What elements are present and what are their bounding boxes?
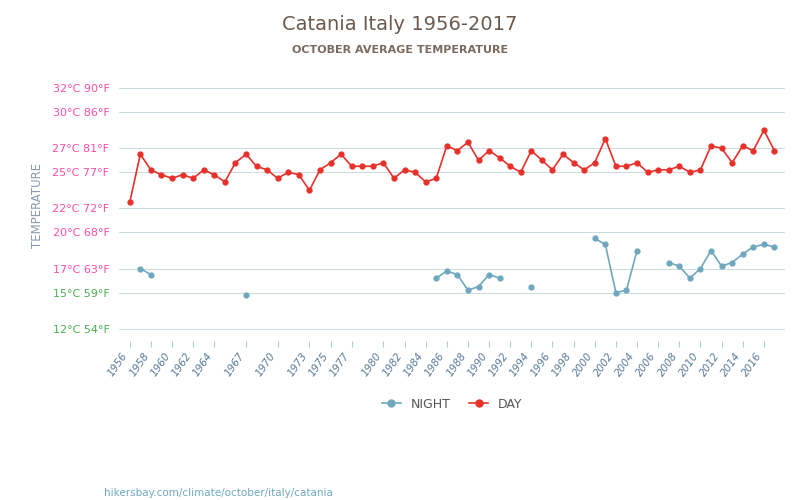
Text: OCTOBER AVERAGE TEMPERATURE: OCTOBER AVERAGE TEMPERATURE (292, 45, 508, 55)
Y-axis label: TEMPERATURE: TEMPERATURE (31, 163, 44, 248)
Text: Catania Italy 1956-2017: Catania Italy 1956-2017 (282, 15, 518, 34)
Text: hikersbay.com/climate/october/italy/catania: hikersbay.com/climate/october/italy/cata… (104, 488, 333, 498)
Legend: NIGHT, DAY: NIGHT, DAY (377, 392, 527, 415)
